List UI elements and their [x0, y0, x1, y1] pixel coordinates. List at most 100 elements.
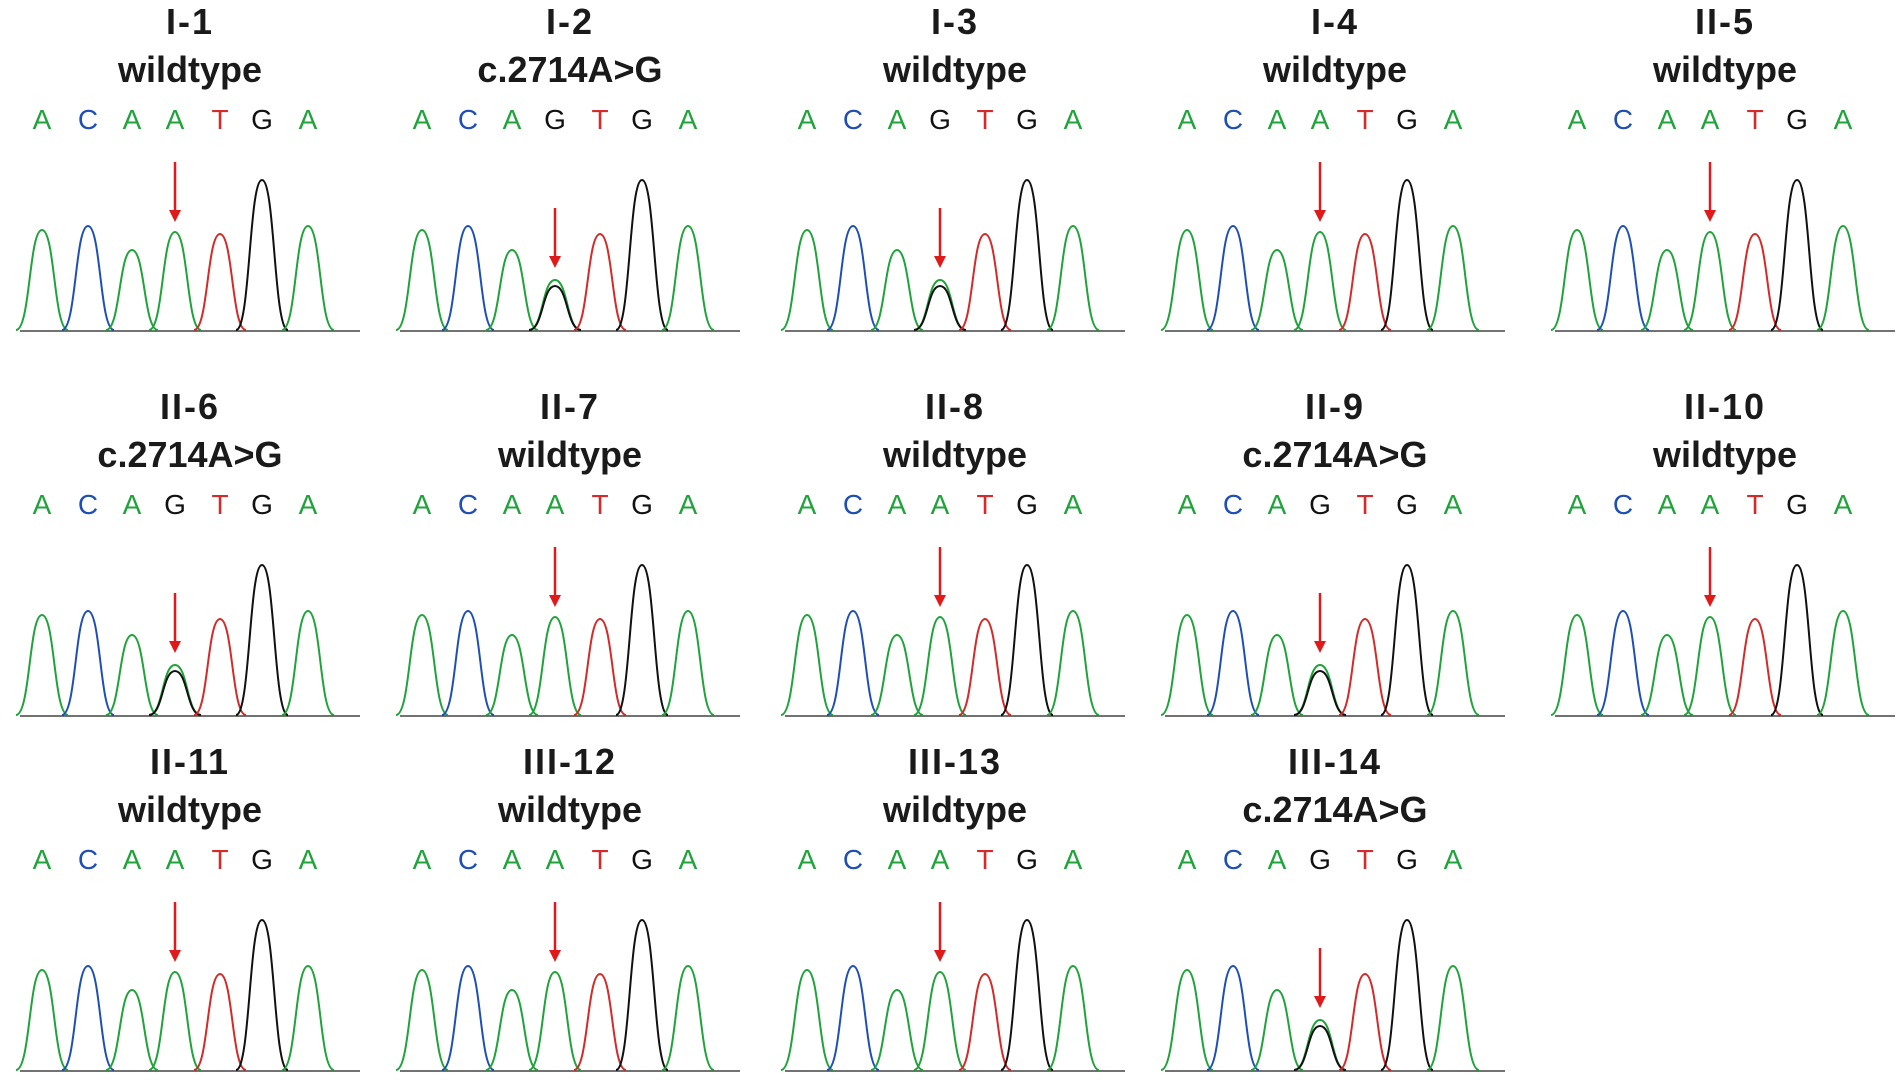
- chromatogram-trace: [1160, 918, 1505, 1072]
- peak-A: [1046, 609, 1100, 716]
- peak-A: [485, 248, 539, 331]
- variant-arrow-head: [169, 950, 181, 962]
- variant-arrow-head: [934, 950, 946, 962]
- base-call: T: [591, 489, 609, 520]
- sequence-panel-I-1: I-1 wildtype A C A A T G A: [15, 0, 360, 332]
- base-call: T: [1746, 104, 1764, 135]
- chromatogram-trace: [1160, 162, 1505, 332]
- genotype-label: wildtype: [117, 49, 263, 90]
- chromatogram-trace: [15, 902, 360, 1072]
- base-call: C: [77, 104, 99, 135]
- base-call: T: [591, 104, 609, 135]
- peak-G: [528, 284, 582, 331]
- base-call: C: [1222, 844, 1244, 875]
- base-call: C: [77, 844, 99, 875]
- genotype-label: c.2714A>G: [1242, 789, 1428, 830]
- peak-A: [528, 615, 582, 716]
- peak-A: [1683, 230, 1737, 331]
- peak-A: [148, 230, 202, 331]
- base-call: A: [165, 844, 185, 875]
- sequence-panel-II-7: II-7 wildtype A C A A T G A: [395, 385, 740, 717]
- individual-id: I-3: [930, 1, 979, 42]
- peak-A: [105, 248, 159, 331]
- peak-A: [1160, 968, 1214, 1071]
- sequence-panel-II-5: II-5 wildtype A C A A T G A: [1550, 0, 1895, 332]
- peak-T: [958, 617, 1012, 716]
- chromatogram-trace: [395, 547, 740, 717]
- variant-arrow-head: [549, 256, 561, 268]
- peak-A: [870, 248, 924, 331]
- base-call: A: [678, 104, 698, 135]
- peak-A: [1426, 224, 1480, 331]
- individual-id: II-8: [924, 386, 985, 427]
- peak-C: [1596, 224, 1650, 331]
- variant-arrow-head: [549, 595, 561, 607]
- base-call: A: [1657, 489, 1677, 520]
- base-call: A: [502, 844, 522, 875]
- base-call: C: [1222, 489, 1244, 520]
- peak-G: [1770, 178, 1824, 331]
- base-call: A: [1443, 844, 1463, 875]
- base-call: A: [412, 489, 432, 520]
- base-call: A: [1567, 489, 1587, 520]
- peak-A: [870, 988, 924, 1071]
- peak-C: [1206, 609, 1260, 716]
- base-call: T: [1356, 489, 1374, 520]
- chromatogram-trace: [15, 162, 360, 332]
- chromatogram-trace: [780, 547, 1125, 717]
- sequence-panel-II-11: II-11 wildtype A C A A T G A: [15, 740, 360, 1072]
- base-call: C: [457, 489, 479, 520]
- peak-A: [1046, 964, 1100, 1071]
- base-call: T: [591, 844, 609, 875]
- individual-id: II-7: [539, 386, 600, 427]
- peak-C: [441, 964, 495, 1071]
- chromatogram-trace: [395, 902, 740, 1072]
- peak-T: [1728, 232, 1782, 331]
- individual-id: I-2: [545, 1, 594, 42]
- base-call: A: [1063, 104, 1083, 135]
- peak-A: [1550, 228, 1604, 331]
- peak-A: [1816, 224, 1870, 331]
- base-call: A: [122, 489, 142, 520]
- peak-C: [826, 609, 880, 716]
- base-call: A: [678, 489, 698, 520]
- variant-arrow-head: [1314, 641, 1326, 653]
- base-call: G: [251, 489, 273, 520]
- peak-G: [1380, 918, 1434, 1071]
- base-call: C: [457, 104, 479, 135]
- base-call: A: [1567, 104, 1587, 135]
- peak-G: [235, 563, 289, 716]
- variant-arrow-head: [549, 950, 561, 962]
- genotype-label: wildtype: [117, 789, 263, 830]
- variant-arrow-head: [1704, 595, 1716, 607]
- peak-A: [15, 968, 69, 1071]
- base-call: A: [32, 489, 52, 520]
- peak-A: [15, 228, 69, 331]
- peak-A: [1160, 228, 1214, 331]
- base-call: A: [32, 104, 52, 135]
- peak-A: [485, 988, 539, 1071]
- sequence-panel-I-3: I-3 wildtype A C A G T G A: [780, 0, 1125, 332]
- base-call: A: [165, 104, 185, 135]
- peak-T: [958, 972, 1012, 1071]
- peak-A: [1640, 633, 1694, 716]
- peak-C: [61, 609, 115, 716]
- peak-A: [1640, 248, 1694, 331]
- base-call: A: [1657, 104, 1677, 135]
- base-call: A: [1443, 489, 1463, 520]
- base-call: A: [545, 844, 565, 875]
- base-call: A: [1443, 104, 1463, 135]
- peak-T: [1338, 972, 1392, 1071]
- peak-A: [913, 970, 967, 1071]
- base-call: C: [1222, 104, 1244, 135]
- sequence-panel-II-6: II-6 c.2714A>G A C A G T G A: [15, 385, 360, 717]
- base-call: T: [1356, 104, 1374, 135]
- base-call: G: [631, 844, 653, 875]
- peak-A: [395, 968, 449, 1071]
